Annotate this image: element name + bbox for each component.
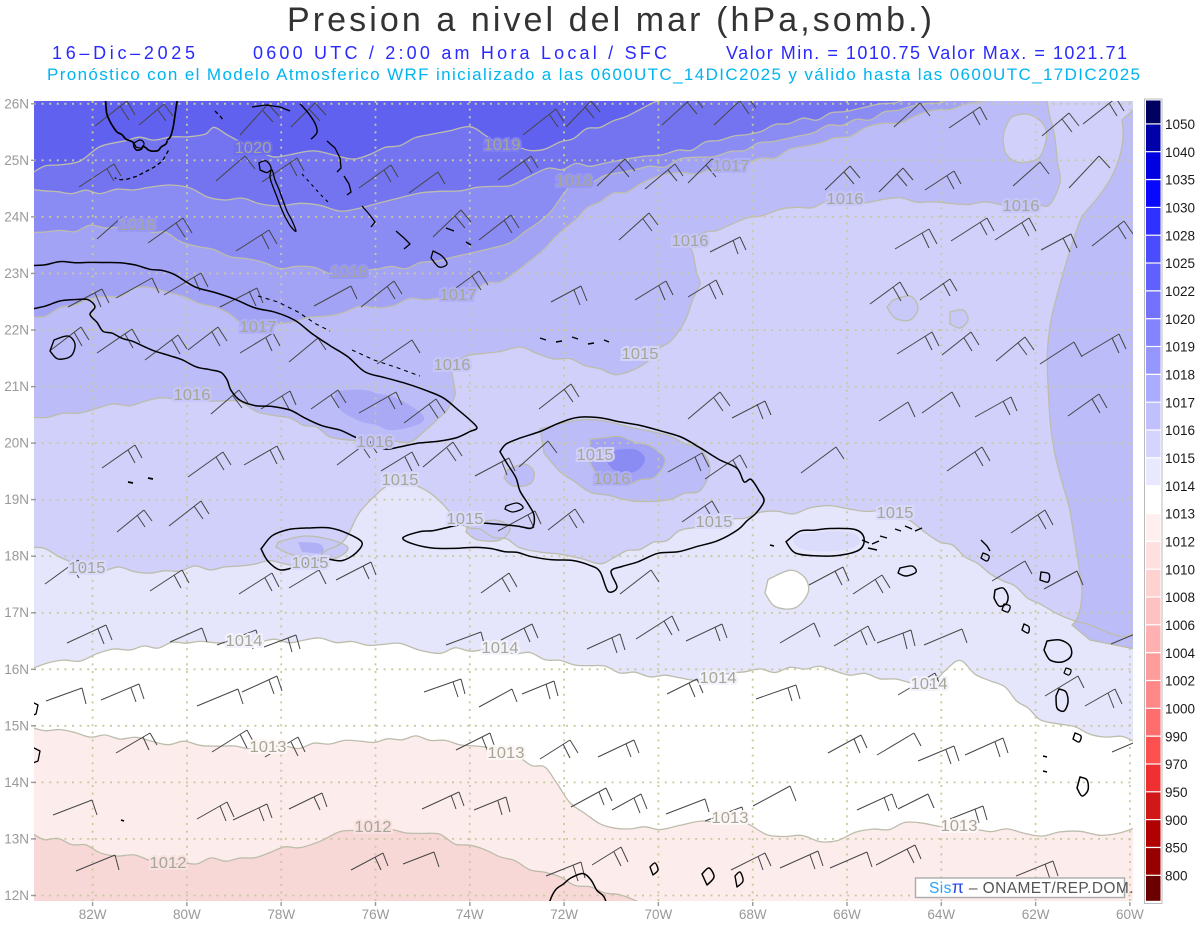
svg-text:80W: 80W xyxy=(173,907,201,922)
svg-text:25N: 25N xyxy=(4,153,29,168)
svg-text:1018: 1018 xyxy=(119,217,156,234)
svg-text:1014: 1014 xyxy=(226,633,263,650)
svg-text:1030: 1030 xyxy=(1165,201,1195,216)
svg-text:15N: 15N xyxy=(4,718,29,733)
svg-text:1050: 1050 xyxy=(1165,117,1195,132)
svg-text:1012: 1012 xyxy=(355,819,392,836)
svg-text:1017: 1017 xyxy=(713,158,750,175)
svg-text:1015: 1015 xyxy=(877,505,914,522)
svg-text:Sisπ – ONAMET/REP.DOM.: Sisπ – ONAMET/REP.DOM. xyxy=(929,877,1134,897)
svg-text:1015: 1015 xyxy=(292,555,329,572)
svg-text:1016: 1016 xyxy=(594,471,631,488)
svg-text:1022: 1022 xyxy=(1165,284,1195,299)
svg-text:21N: 21N xyxy=(4,379,29,394)
svg-text:1020: 1020 xyxy=(235,140,272,157)
svg-text:0600 UTC / 2:00 am Hora Local: 0600 UTC / 2:00 am Hora Local / SFC xyxy=(253,43,667,63)
svg-text:62W: 62W xyxy=(1022,907,1050,922)
svg-text:Valor Min. = 1010.75 Valor Ma: Valor Min. = 1010.75 Valor Max. = 1021.7… xyxy=(726,43,1127,63)
svg-text:1016: 1016 xyxy=(672,233,709,250)
svg-text:1019: 1019 xyxy=(484,137,521,154)
svg-text:1017: 1017 xyxy=(1165,395,1195,410)
svg-text:1016: 1016 xyxy=(827,191,864,208)
svg-text:1015: 1015 xyxy=(622,346,659,363)
svg-text:74W: 74W xyxy=(456,907,484,922)
svg-text:1020: 1020 xyxy=(1165,312,1195,327)
svg-text:72W: 72W xyxy=(550,907,578,922)
svg-text:1013: 1013 xyxy=(941,818,978,835)
svg-text:1002: 1002 xyxy=(1165,674,1195,689)
svg-text:1025: 1025 xyxy=(1165,256,1195,271)
svg-text:22N: 22N xyxy=(4,323,29,338)
svg-text:82W: 82W xyxy=(79,907,107,922)
svg-text:1016: 1016 xyxy=(434,357,471,374)
svg-text:16–Dic–2025: 16–Dic–2025 xyxy=(52,43,195,63)
svg-text:970: 970 xyxy=(1165,757,1188,772)
svg-text:1014: 1014 xyxy=(1165,479,1196,494)
svg-text:1017: 1017 xyxy=(440,287,477,304)
svg-text:18N: 18N xyxy=(4,549,29,564)
svg-text:1013: 1013 xyxy=(712,810,749,827)
svg-text:1019: 1019 xyxy=(1165,340,1195,355)
svg-text:64W: 64W xyxy=(927,907,955,922)
svg-text:1014: 1014 xyxy=(700,670,737,687)
svg-text:1014: 1014 xyxy=(482,640,519,657)
svg-text:1017: 1017 xyxy=(240,319,277,336)
svg-text:16N: 16N xyxy=(4,662,29,677)
svg-text:1035: 1035 xyxy=(1165,173,1195,188)
svg-text:17N: 17N xyxy=(4,605,29,620)
svg-text:66W: 66W xyxy=(833,907,861,922)
svg-text:1016: 1016 xyxy=(1165,423,1195,438)
svg-text:950: 950 xyxy=(1165,785,1188,800)
svg-text:1016: 1016 xyxy=(1003,198,1040,215)
svg-text:24N: 24N xyxy=(4,209,29,224)
svg-text:1015: 1015 xyxy=(577,447,614,464)
svg-text:60W: 60W xyxy=(1116,907,1144,922)
svg-text:1006: 1006 xyxy=(1165,618,1195,633)
svg-text:1015: 1015 xyxy=(69,560,106,577)
svg-text:1018: 1018 xyxy=(1165,368,1195,383)
svg-text:14N: 14N xyxy=(4,775,29,790)
svg-text:13N: 13N xyxy=(4,831,29,846)
svg-text:1018: 1018 xyxy=(556,173,593,190)
svg-text:68W: 68W xyxy=(739,907,767,922)
svg-text:78W: 78W xyxy=(267,907,295,922)
svg-text:1012: 1012 xyxy=(150,855,187,872)
svg-text:1010: 1010 xyxy=(1165,562,1195,577)
svg-text:1015: 1015 xyxy=(382,472,419,489)
svg-text:1008: 1008 xyxy=(1165,590,1195,605)
svg-text:1013: 1013 xyxy=(250,739,287,756)
svg-text:1040: 1040 xyxy=(1165,145,1195,160)
svg-text:990: 990 xyxy=(1165,729,1188,744)
svg-text:1013: 1013 xyxy=(1165,507,1195,522)
svg-text:1016: 1016 xyxy=(174,387,211,404)
svg-text:Pronóstico con el Modelo Atmos: Pronóstico con el Modelo Atmosferico WRF… xyxy=(47,65,1140,84)
svg-text:1015: 1015 xyxy=(1165,451,1195,466)
svg-text:1000: 1000 xyxy=(1165,701,1195,716)
svg-text:1016: 1016 xyxy=(357,434,394,451)
svg-text:19N: 19N xyxy=(4,492,29,507)
svg-text:Presion a nivel del mar (hPa,s: Presion a nivel del mar (hPa,somb.) xyxy=(287,1,932,39)
svg-text:1014: 1014 xyxy=(911,676,948,693)
svg-text:1018: 1018 xyxy=(331,264,368,281)
svg-text:12N: 12N xyxy=(4,888,29,903)
svg-text:1015: 1015 xyxy=(447,511,484,528)
svg-text:70W: 70W xyxy=(645,907,673,922)
svg-text:20N: 20N xyxy=(4,436,29,451)
svg-text:1004: 1004 xyxy=(1165,646,1196,661)
svg-text:800: 800 xyxy=(1165,868,1188,883)
svg-text:1012: 1012 xyxy=(1165,535,1195,550)
svg-text:26N: 26N xyxy=(4,96,29,111)
svg-text:23N: 23N xyxy=(4,266,29,281)
svg-text:900: 900 xyxy=(1165,813,1188,828)
svg-text:850: 850 xyxy=(1165,841,1188,856)
svg-text:1028: 1028 xyxy=(1165,228,1195,243)
svg-text:1013: 1013 xyxy=(488,745,525,762)
svg-text:1015: 1015 xyxy=(696,514,733,531)
svg-text:76W: 76W xyxy=(362,907,390,922)
